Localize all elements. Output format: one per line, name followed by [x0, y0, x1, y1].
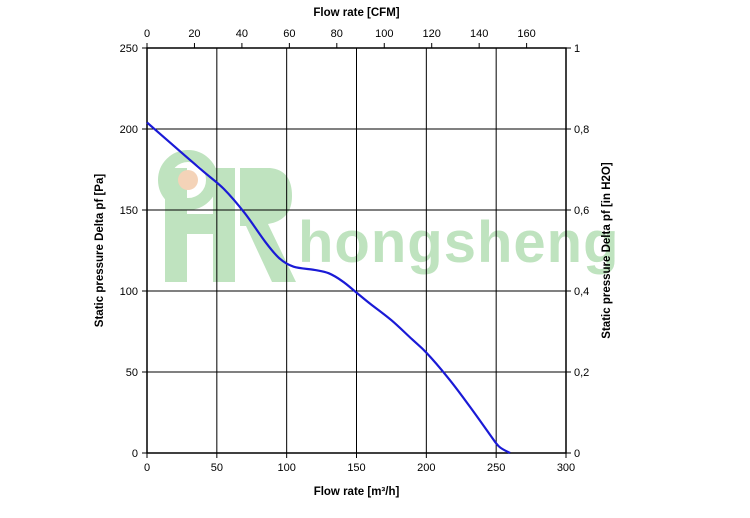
watermark-text: hongsheng: [298, 210, 620, 275]
x2-tick-label: 120: [423, 28, 441, 40]
y2-tick-label: 0,6: [574, 205, 589, 217]
logo-sun-ring: [158, 150, 218, 210]
y-tick-label: 100: [120, 286, 138, 298]
x-tick-label: 100: [277, 462, 295, 474]
plot-frame: [142, 43, 571, 458]
logo-r-shape: [240, 168, 296, 282]
x2-tick-label: 80: [331, 28, 343, 40]
x2-tick-label: 160: [517, 28, 535, 40]
y-tick-label: 200: [120, 124, 138, 136]
x2-tick-label: 0: [144, 28, 150, 40]
y-tick-label: 250: [120, 43, 138, 55]
y-tick-label: 150: [120, 205, 138, 217]
y-tick-label: 50: [126, 367, 138, 379]
x2-tick-label: 140: [470, 28, 488, 40]
series-layer: [146, 121, 511, 454]
x2-tick-label: 100: [375, 28, 393, 40]
y2-tick-label: 0,4: [574, 286, 589, 298]
logo-h-bar: [187, 214, 213, 234]
y2-tick-label: 0,2: [574, 367, 589, 379]
y-tick-label: 0: [132, 448, 138, 460]
x-tick-label: 50: [211, 462, 223, 474]
x2-tick-label: 40: [236, 28, 248, 40]
x2-axis-title: Flow rate [CFM]: [313, 7, 399, 19]
brand-watermark: hongsheng: [158, 150, 620, 282]
axis-titles: Flow rate [m³/h] Flow rate [CFM] Static pr…: [94, 7, 613, 498]
x-axis-title: Flow rate [m³/h]: [314, 486, 400, 498]
series-line-0: [146, 121, 511, 454]
y2-tick-label: 0,8: [574, 124, 589, 136]
y-axis-title: Static pressure Delta pf [Pa]: [94, 174, 106, 328]
x-tick-label: 300: [557, 462, 575, 474]
x2-tick-label: 20: [188, 28, 200, 40]
x-tick-label: 200: [417, 462, 435, 474]
y2-tick-label: 0: [574, 448, 580, 460]
logo-sun-core: [178, 170, 198, 190]
x2-tick-label: 60: [283, 28, 295, 40]
x-tick-label: 250: [487, 462, 505, 474]
x-tick-label: 150: [347, 462, 365, 474]
y2-axis-title: Static pressure Delta pf [in H2O]: [601, 162, 613, 339]
tick-labels: 0 50 100 150 200 250 300 0 50 100 150 200 250 0 20 40 60…: [120, 28, 590, 474]
grid-lines: [147, 48, 566, 453]
y2-tick-label: 1: [574, 43, 580, 55]
x-tick-label: 0: [144, 462, 150, 474]
